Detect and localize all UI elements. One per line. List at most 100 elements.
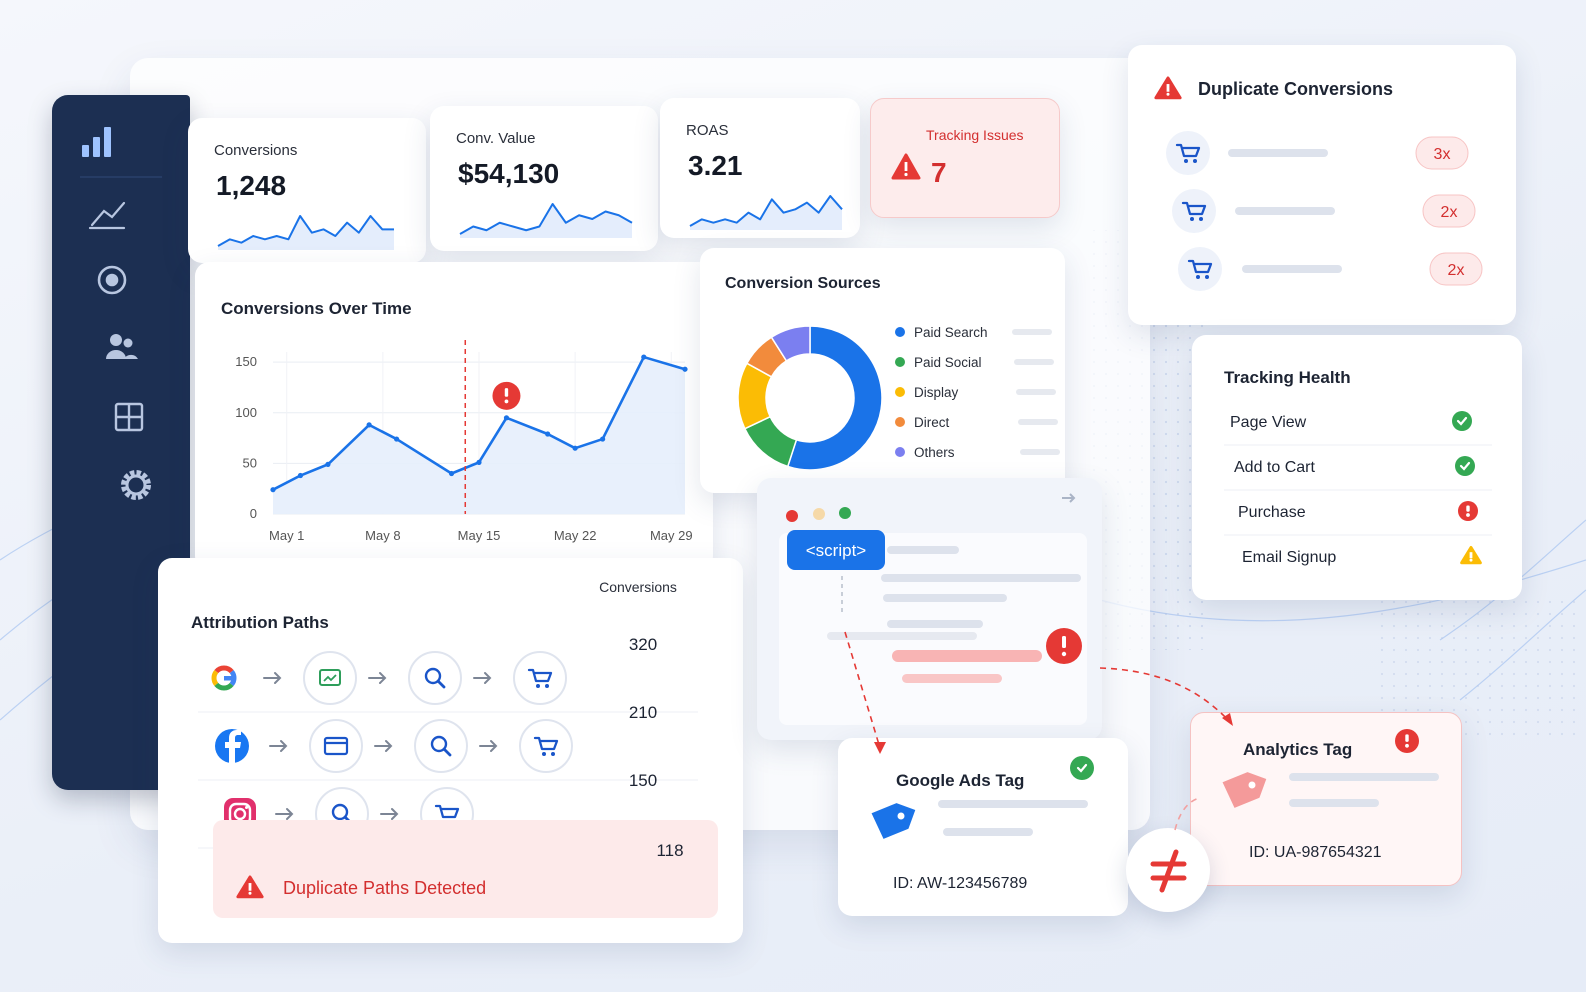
path-step bbox=[414, 719, 468, 773]
card-title: Attribution Paths bbox=[191, 613, 329, 632]
check-mark bbox=[1459, 461, 1471, 471]
nav-settings[interactable] bbox=[121, 470, 151, 500]
warning-icon bbox=[236, 875, 264, 899]
alert-bar bbox=[1466, 505, 1470, 512]
conversion-count: 118 bbox=[656, 841, 683, 860]
sparkline-chart bbox=[689, 195, 843, 230]
cart-wheel bbox=[1196, 275, 1200, 279]
path-arrow bbox=[374, 740, 393, 752]
legend-label: Display bbox=[914, 385, 959, 400]
cart-body bbox=[533, 736, 559, 751]
health-item-label: Page View bbox=[1230, 414, 1307, 431]
kpi-label: ROAS bbox=[686, 122, 729, 139]
tracking-issues-card[interactable]: Tracking Issues 7 bbox=[870, 98, 1060, 218]
tag-placeholder bbox=[938, 800, 1088, 808]
window-dot bbox=[813, 508, 825, 520]
health-item-label: Add to Cart bbox=[1234, 459, 1315, 476]
card-title: Tracking Health bbox=[1224, 368, 1351, 387]
legend-label: Others bbox=[914, 445, 955, 460]
duplicate-label: Duplicate Paths Detected bbox=[283, 878, 486, 898]
script-badge-label: <script> bbox=[806, 541, 867, 560]
kpi-value: $54,130 bbox=[458, 158, 560, 189]
y-tick-label: 150 bbox=[235, 354, 257, 369]
chart-title: Conversion Sources bbox=[725, 275, 881, 292]
search-lens bbox=[430, 735, 448, 753]
path-step bbox=[519, 719, 573, 773]
cart-body bbox=[434, 804, 460, 819]
legend-swatch bbox=[895, 447, 905, 457]
path-step bbox=[303, 651, 357, 705]
nav-layout[interactable] bbox=[114, 402, 144, 432]
count-pill bbox=[1429, 252, 1483, 286]
warning-dot bbox=[248, 891, 252, 895]
legend-placeholder bbox=[1016, 389, 1056, 395]
nav-goals[interactable] bbox=[97, 265, 127, 295]
nav-dashboard[interactable] bbox=[82, 127, 111, 157]
line-point bbox=[394, 436, 400, 442]
step-circle bbox=[513, 651, 567, 705]
duplicate-count: 2x bbox=[1448, 262, 1465, 279]
legend-label: Paid Social bbox=[914, 355, 982, 370]
tag-placeholder bbox=[1289, 799, 1379, 807]
legend-placeholder bbox=[1014, 359, 1054, 365]
path-arrow bbox=[473, 672, 492, 684]
row-placeholder bbox=[1235, 207, 1335, 215]
line-point bbox=[682, 366, 688, 372]
attribution-card: Attribution Paths Conversions 320 210 150 D… bbox=[158, 558, 743, 943]
display-frame bbox=[319, 669, 341, 686]
y-tick-label: 0 bbox=[250, 506, 257, 521]
tracking-issues-label: Tracking Issues bbox=[926, 127, 1024, 143]
y-tick-label: 100 bbox=[235, 405, 257, 420]
path-arrow bbox=[263, 672, 282, 684]
donut-segment bbox=[786, 325, 883, 471]
donut-chart-card: Conversion Sources Paid Search Paid Socia… bbox=[700, 248, 1065, 493]
cart-wheel bbox=[551, 752, 555, 756]
tag-card-body: Google Ads Tag ID: AW-123456789 bbox=[871, 756, 1094, 892]
x-tick-label: May 15 bbox=[458, 528, 501, 543]
tag-id: ID: AW-123456789 bbox=[893, 875, 1027, 892]
line-point bbox=[448, 470, 455, 477]
alert-bar bbox=[504, 388, 509, 397]
path-arrow bbox=[368, 672, 387, 684]
script-window: <script> bbox=[757, 478, 1102, 740]
legend-swatch bbox=[895, 327, 905, 337]
nav-trends[interactable] bbox=[88, 201, 126, 230]
cart-circle bbox=[1178, 247, 1222, 291]
instagram-lens bbox=[233, 807, 247, 821]
tag-shape bbox=[1222, 772, 1267, 808]
tag-title: Google Ads Tag bbox=[896, 771, 1024, 790]
line-area bbox=[273, 357, 685, 514]
duplicate-count: 2x bbox=[1441, 204, 1458, 221]
error-icon bbox=[1046, 628, 1082, 664]
row-placeholder bbox=[1242, 265, 1342, 273]
tag-card: Analytics Tag ID: UA-987654321 bbox=[1190, 712, 1462, 886]
line-chart-card: Conversions Over Time 0 50 100 150 May 1 May … bbox=[195, 262, 713, 570]
step-circle bbox=[309, 719, 363, 773]
x-tick-label: May 29 bbox=[650, 528, 693, 543]
nav-audience[interactable] bbox=[106, 334, 138, 359]
row-placeholder bbox=[1228, 149, 1328, 157]
cart-badge bbox=[1166, 131, 1210, 175]
line-point bbox=[325, 461, 331, 467]
conversion-count: 210 bbox=[629, 703, 657, 722]
cart-wheel bbox=[542, 752, 546, 756]
tag-icon bbox=[1222, 772, 1267, 808]
check-mark bbox=[1456, 416, 1468, 426]
cart-circle bbox=[1166, 131, 1210, 175]
sparkline-chart bbox=[217, 215, 394, 250]
source-logo bbox=[211, 665, 237, 691]
path-arrow bbox=[380, 808, 399, 820]
google-logo-arc bbox=[214, 682, 234, 691]
cart-wheel bbox=[1184, 159, 1188, 163]
conversion-count: 320 bbox=[629, 635, 657, 654]
kpi-label: Conv. Value bbox=[456, 130, 536, 147]
line-point bbox=[572, 445, 578, 451]
conversion-count: 150 bbox=[629, 771, 657, 790]
sparkline bbox=[459, 203, 633, 235]
facebook-f bbox=[225, 730, 241, 763]
status-icon bbox=[1455, 456, 1475, 476]
sparkline-area bbox=[460, 204, 632, 238]
step-circle bbox=[519, 719, 573, 773]
status-icon bbox=[1070, 756, 1094, 780]
status-icon bbox=[1395, 729, 1419, 753]
